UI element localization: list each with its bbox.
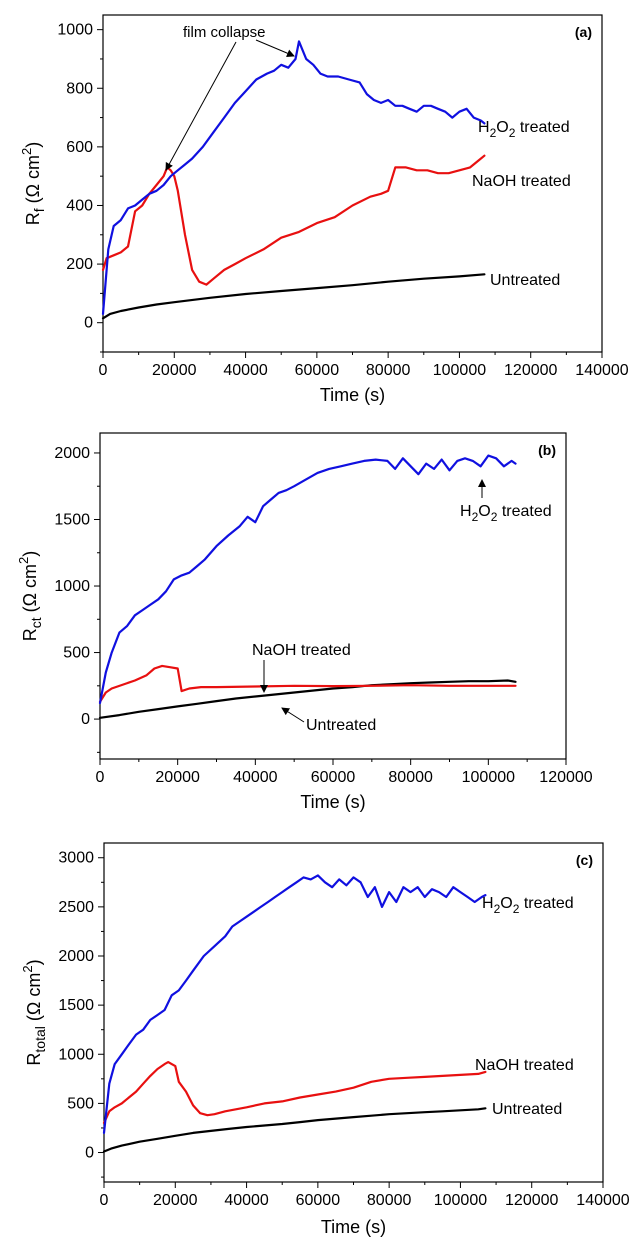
y-axis-title: Rtotal (Ω cm2) [20,959,48,1065]
panel-c: 0 20000 40000 60000 80000 100000 120000 140000 0… [20,842,630,1237]
x-tick-label: 60000 [296,1192,341,1209]
x-tick-label: 40000 [224,1192,269,1209]
series-label: NaOH treated [472,173,571,190]
x-axis-title: Time (s) [320,385,385,405]
y-tick-label: 1000 [58,1046,94,1063]
x-axis-title: Time (s) [321,1217,386,1237]
y-tick-label: 600 [66,139,93,156]
x-tick-label: 100000 [433,362,486,379]
series-line-red [102,1060,487,1125]
x-tick-label: 40000 [223,362,268,379]
series-line-black [101,273,486,320]
y-tick-label: 0 [85,1145,94,1162]
y-tick-label: 3000 [58,850,94,867]
x-axis-title: Time (s) [300,792,365,812]
series-label: Untreated [492,1101,562,1118]
y-axis-title: Rf (Ω cm2) [19,142,47,226]
plot-frame [99,432,567,760]
y-tick-label: 0 [81,711,90,728]
x-tick-label: 20000 [155,769,200,786]
y-tick-label: 1000 [57,22,93,39]
series-line-blue [101,40,486,315]
x-tick-label: 80000 [366,362,411,379]
panel-label: (c) [576,852,593,868]
panel-label: (a) [575,24,592,40]
x-tick-label: 100000 [462,769,515,786]
series-line-blue [98,454,517,705]
x-tick-label: 0 [96,769,105,786]
series-line-blue [102,874,487,1135]
series-label: Untreated [306,717,376,734]
y-tick-label: 1000 [54,578,90,595]
y-tick-label: 1500 [58,997,94,1014]
film-collapse-annotation: film collapse [183,24,266,41]
y-tick-label: 2500 [58,899,94,916]
panel-b: 0 20000 40000 60000 80000 100000 120000 0 500 100… [16,432,593,812]
series-label: NaOH treated [475,1057,574,1074]
series-line-black [98,679,517,719]
x-tick-label: 140000 [576,1192,629,1209]
panel-a: 0 20000 40000 60000 80000 100000 120000 140000 0… [19,14,629,405]
arrow-to-blue-peak [255,39,295,57]
y-axis-title: Rct (Ω cm2) [16,551,44,642]
y-tick-label: 800 [66,80,93,97]
x-tick-label: 140000 [575,362,628,379]
x-tick-label: 80000 [367,1192,412,1209]
x-tick-label: 120000 [504,362,557,379]
series-label: H2O2 treated [460,503,552,524]
panel-label: (b) [538,442,556,458]
x-tick-label: 60000 [311,769,356,786]
y-tick-label: 2000 [54,445,90,462]
y-tick-label: 0 [84,315,93,332]
x-tick-label: 60000 [295,362,340,379]
arrow-untreated-label [281,707,305,723]
series-label: Untreated [490,272,560,289]
x-tick-label: 40000 [233,769,278,786]
series-label: H2O2 treated [482,895,574,916]
series-label: NaOH treated [252,642,351,659]
x-tick-label: 120000 [505,1192,558,1209]
y-tick-label: 500 [67,1095,94,1112]
series-label: H2O2 treated [478,119,570,140]
x-tick-label: 20000 [152,362,197,379]
y-tick-label: 200 [66,256,93,273]
y-tick-label: 1500 [54,511,90,528]
series-line-red [101,154,486,286]
arrow-to-red-peak [165,41,237,171]
y-tick-label: 500 [63,645,90,662]
y-tick-label: 400 [66,197,93,214]
x-tick-label: 20000 [153,1192,198,1209]
x-tick-label: 0 [100,1192,109,1209]
plot-frame [103,842,604,1183]
series-line-black [102,1107,487,1153]
x-tick-label: 100000 [434,1192,487,1209]
x-tick-label: 0 [99,362,108,379]
x-tick-label: 80000 [388,769,433,786]
y-tick-label: 2000 [58,948,94,965]
series-line-red [98,664,517,703]
x-tick-label: 120000 [539,769,592,786]
